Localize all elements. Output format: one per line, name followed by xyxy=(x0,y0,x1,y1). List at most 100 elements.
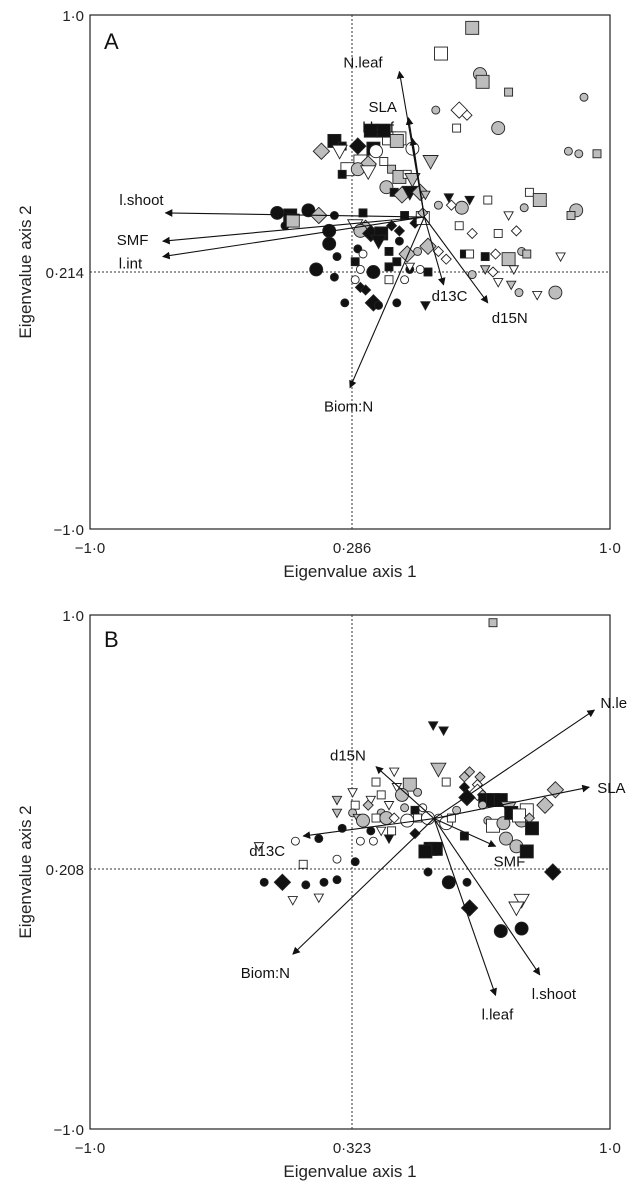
data-point xyxy=(504,87,514,97)
data-point xyxy=(430,762,447,778)
y-tick-mid: 0·214 xyxy=(46,265,84,282)
data-point xyxy=(454,221,464,231)
data-point xyxy=(253,842,265,852)
vector-l-shoot xyxy=(433,818,541,976)
panel-a: A 1·0 0·214 −1·0 −1·0 0·286 1·0 Eigenval… xyxy=(16,8,621,581)
data-point xyxy=(524,187,534,197)
data-point xyxy=(479,265,491,275)
x-tick-right: 1·0 xyxy=(599,1140,621,1157)
data-point xyxy=(355,264,365,274)
data-point xyxy=(508,901,525,917)
vector-label-biom-n: Biom:N xyxy=(241,965,290,982)
vector-label-smf: SMF xyxy=(117,232,149,249)
data-point xyxy=(400,275,410,285)
data-point xyxy=(259,877,269,887)
data-point xyxy=(491,121,506,136)
data-point xyxy=(413,246,423,256)
data-point xyxy=(371,777,381,787)
vector-n-leaf xyxy=(433,709,596,819)
data-point xyxy=(301,203,316,218)
plot-frame xyxy=(89,614,611,1130)
data-point xyxy=(384,262,394,272)
data-point xyxy=(432,245,445,258)
data-point xyxy=(501,252,516,267)
data-point xyxy=(353,244,363,254)
vector-sla xyxy=(433,784,590,820)
data-point xyxy=(332,875,342,885)
y-tick-bottom: −1·0 xyxy=(54,1122,84,1139)
data-point xyxy=(409,827,421,840)
data-point xyxy=(467,270,477,280)
data-point xyxy=(314,834,324,844)
data-point xyxy=(512,808,526,823)
vector-label-l-shoot: l.shoot xyxy=(119,192,164,209)
data-point xyxy=(322,236,337,251)
data-point xyxy=(350,257,360,267)
data-point xyxy=(445,199,458,211)
data-point xyxy=(398,245,416,263)
data-point xyxy=(359,284,372,296)
data-point xyxy=(522,249,532,259)
x-tick-mid: 0·323 xyxy=(333,1140,371,1157)
data-point xyxy=(340,298,350,308)
vector-l-int xyxy=(162,216,425,260)
data-point xyxy=(427,721,439,732)
panel-label: B xyxy=(104,627,119,652)
data-point xyxy=(513,893,530,909)
data-point xyxy=(358,249,368,259)
data-point xyxy=(404,262,416,273)
x-axis-label: Eigenvalue axis 1 xyxy=(283,562,416,581)
data-point xyxy=(555,252,566,263)
vector-label-n-leaf: N.leaf xyxy=(600,695,627,712)
panel-label: A xyxy=(104,29,119,54)
data-point xyxy=(270,205,285,220)
vector-l-shoot xyxy=(164,209,425,218)
data-point xyxy=(371,813,381,823)
y-axis-label: Eigenvalue axis 2 xyxy=(16,805,35,938)
vector-label-d13c: d13C xyxy=(432,288,468,305)
data-point xyxy=(400,813,415,828)
data-point xyxy=(531,291,543,301)
data-point xyxy=(392,298,402,308)
data-point xyxy=(574,149,584,159)
data-point xyxy=(392,257,402,267)
vector-label-l-int: l.int xyxy=(119,256,143,273)
data-point xyxy=(347,788,358,798)
data-point xyxy=(446,813,456,823)
data-point xyxy=(379,180,394,195)
data-point xyxy=(422,155,439,170)
vector-label-sla: SLA xyxy=(597,780,625,797)
data-point xyxy=(499,831,513,846)
data-point xyxy=(388,767,400,778)
data-point xyxy=(387,164,397,174)
points-layer xyxy=(270,20,602,312)
data-point xyxy=(503,211,514,221)
data-point xyxy=(350,275,360,285)
data-point xyxy=(465,20,480,35)
data-point xyxy=(379,157,389,166)
data-point xyxy=(514,288,524,298)
data-point xyxy=(404,173,421,188)
vector-l-leaf xyxy=(409,137,425,218)
data-point xyxy=(492,278,504,288)
y-axis-label: Eigenvalue axis 2 xyxy=(16,205,35,338)
data-point xyxy=(431,105,441,115)
data-point xyxy=(536,796,554,814)
data-point xyxy=(285,213,300,228)
data-point xyxy=(566,211,576,220)
data-point xyxy=(374,300,384,310)
x-tick-right: 1·0 xyxy=(599,540,621,557)
data-point xyxy=(332,252,342,262)
data-point xyxy=(434,46,448,61)
data-point xyxy=(319,877,329,887)
data-point xyxy=(359,165,377,181)
data-point xyxy=(415,264,425,274)
data-point xyxy=(301,880,311,890)
data-point xyxy=(369,144,383,159)
data-point xyxy=(309,262,324,277)
data-point xyxy=(384,246,394,256)
data-point xyxy=(331,144,348,160)
y-tick-mid: 0·208 xyxy=(46,862,84,879)
data-point xyxy=(579,92,589,102)
data-point xyxy=(337,169,347,179)
